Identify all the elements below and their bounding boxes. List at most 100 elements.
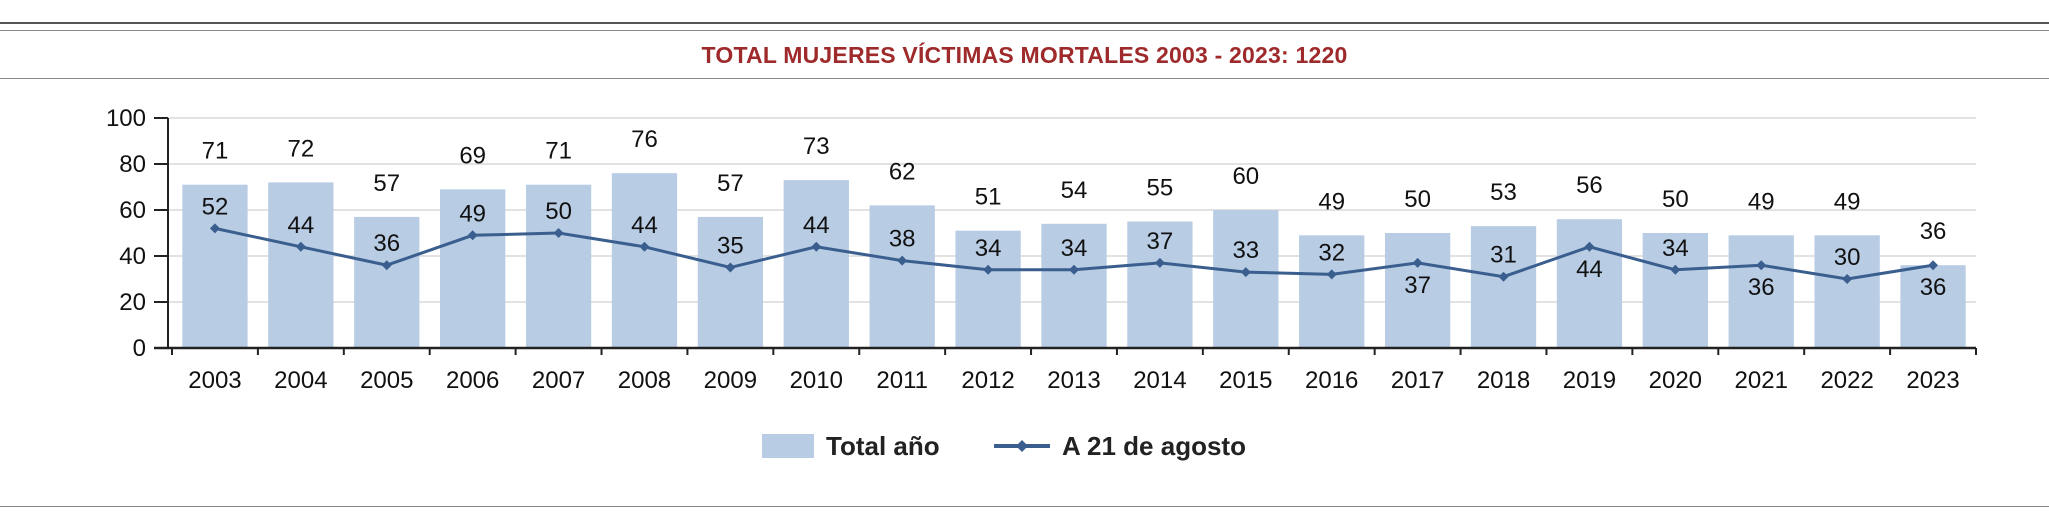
- line-point-2011: [897, 255, 908, 266]
- line-label: 37: [1147, 228, 1174, 255]
- chart-header: TOTAL MUJERES VÍCTIMAS MORTALES 2003 - 2…: [0, 32, 2049, 78]
- line-label: 36: [1748, 274, 1775, 301]
- x-tick-label: 2008: [618, 367, 671, 394]
- line-label: 31: [1490, 242, 1517, 269]
- line-data-labels: 52 44 36 49 50 44 35 44 38 34 34 37 33 32 37 31 44 34 36 30…: [202, 193, 1947, 301]
- line-point-2009: [725, 262, 736, 273]
- x-tick-labels: 2003 2004 2005 2006 2007 2008 2009 2010 2011 2012…: [188, 367, 1959, 394]
- line-point-2004: [295, 241, 306, 252]
- y-tick-label: 0: [133, 335, 146, 362]
- bar-2018: [1470, 226, 1537, 348]
- bar-label: 54: [1061, 177, 1088, 204]
- bars: [182, 173, 1966, 348]
- line-point-2016: [1326, 269, 1337, 280]
- bar-2016: [1299, 235, 1365, 348]
- bar-2013: [1041, 223, 1107, 348]
- bar-label: 49: [1318, 188, 1345, 215]
- x-tick-label: 2005: [360, 367, 413, 394]
- line-point-2013: [1069, 264, 1079, 275]
- x-tick-label: 2021: [1735, 367, 1788, 394]
- bar-2007: [525, 184, 592, 348]
- bar-label: 71: [545, 138, 572, 165]
- bar-label: 57: [717, 170, 744, 197]
- bar-2020: [1642, 233, 1708, 348]
- line-label: 34: [975, 235, 1002, 262]
- line-point-2014: [1154, 257, 1165, 268]
- x-tick-label: 2013: [1047, 367, 1100, 394]
- bar-label: 55: [1147, 175, 1174, 202]
- line-label: 33: [1232, 237, 1259, 264]
- bar-label: 53: [1490, 179, 1517, 206]
- bar-2015: [1213, 210, 1279, 348]
- x-tick-label: 2020: [1649, 367, 1702, 394]
- x-tick-label: 2006: [446, 367, 499, 394]
- line-point-2007: [553, 228, 564, 238]
- legend-swatch-bar: [762, 434, 814, 458]
- line-point-2019: [1584, 241, 1595, 252]
- line-point-2022: [1842, 274, 1853, 284]
- line-label: 44: [1576, 256, 1603, 283]
- bar-2021: [1728, 235, 1794, 348]
- header-bottom-rule: [0, 78, 2049, 79]
- top-rule: [0, 22, 2049, 24]
- bar-label: 60: [1232, 163, 1259, 190]
- x-tick-label: 2018: [1477, 367, 1530, 394]
- bar-2011: [869, 205, 935, 348]
- legend-label-bar: Total año: [826, 431, 940, 461]
- line-label: 35: [717, 233, 744, 260]
- line-series: [209, 223, 1939, 284]
- bar-label: 49: [1834, 188, 1861, 215]
- bottom-rule: [0, 506, 2049, 507]
- line-label: 32: [1318, 239, 1345, 266]
- x-tick-label: 2019: [1563, 367, 1616, 394]
- x-tick-label: 2012: [961, 367, 1014, 394]
- line-label: 37: [1404, 272, 1431, 299]
- x-tick-label: 2016: [1305, 367, 1358, 394]
- bar-2003: [182, 184, 248, 348]
- line-label: 44: [803, 212, 830, 239]
- bar-2009: [697, 216, 764, 348]
- line-point-2020: [1670, 264, 1681, 275]
- bar-2017: [1384, 233, 1451, 348]
- y-tick-label: 60: [119, 197, 146, 224]
- bar-2022: [1814, 235, 1880, 348]
- line-label: 52: [202, 193, 229, 220]
- bar-2023: [1900, 265, 1966, 348]
- bar-label: 69: [459, 142, 486, 169]
- line-label: 30: [1834, 244, 1861, 271]
- x-tick-label: 2014: [1133, 367, 1186, 394]
- x-tick-label: 2017: [1391, 367, 1444, 394]
- x-tick-label: 2010: [790, 367, 843, 394]
- line-point-2005: [381, 260, 392, 271]
- bar-2019: [1556, 219, 1623, 348]
- line-label: 34: [1662, 235, 1689, 262]
- bar-2004: [268, 182, 334, 348]
- line-point-2015: [1240, 267, 1251, 278]
- bar-2008: [611, 173, 678, 348]
- y-tick-label: 80: [119, 151, 146, 178]
- line-label: 38: [889, 226, 916, 253]
- chart-title: TOTAL MUJERES VÍCTIMAS MORTALES 2003 - 2…: [701, 41, 1348, 68]
- x-tick-label: 2023: [1906, 367, 1959, 394]
- bar-2010: [783, 180, 849, 348]
- line-point-2008: [639, 241, 650, 252]
- line-label: 44: [631, 212, 658, 239]
- line-label: 36: [1920, 274, 1947, 301]
- line-label: 34: [1061, 235, 1088, 262]
- y-tick-label: 100: [106, 105, 146, 132]
- y-tick-label: 40: [119, 243, 146, 270]
- bar-label: 56: [1576, 172, 1603, 199]
- line-label: 36: [373, 230, 400, 257]
- line-label: 44: [288, 212, 315, 239]
- line-point-2018: [1498, 271, 1509, 282]
- bar-data-labels: 71 72 57 69 71 76 57 73 62 51 54 55 60 49 50 53 56 50 49 49…: [202, 126, 1947, 245]
- line-point-2017: [1412, 257, 1423, 268]
- bar-2012: [955, 230, 1021, 348]
- x-tick-label: 2015: [1219, 367, 1272, 394]
- bar-2014: [1127, 221, 1193, 348]
- axes: [154, 117, 1977, 355]
- bar-2005: [354, 216, 420, 348]
- bar-label: 50: [1404, 186, 1431, 213]
- bar-2006: [440, 189, 506, 348]
